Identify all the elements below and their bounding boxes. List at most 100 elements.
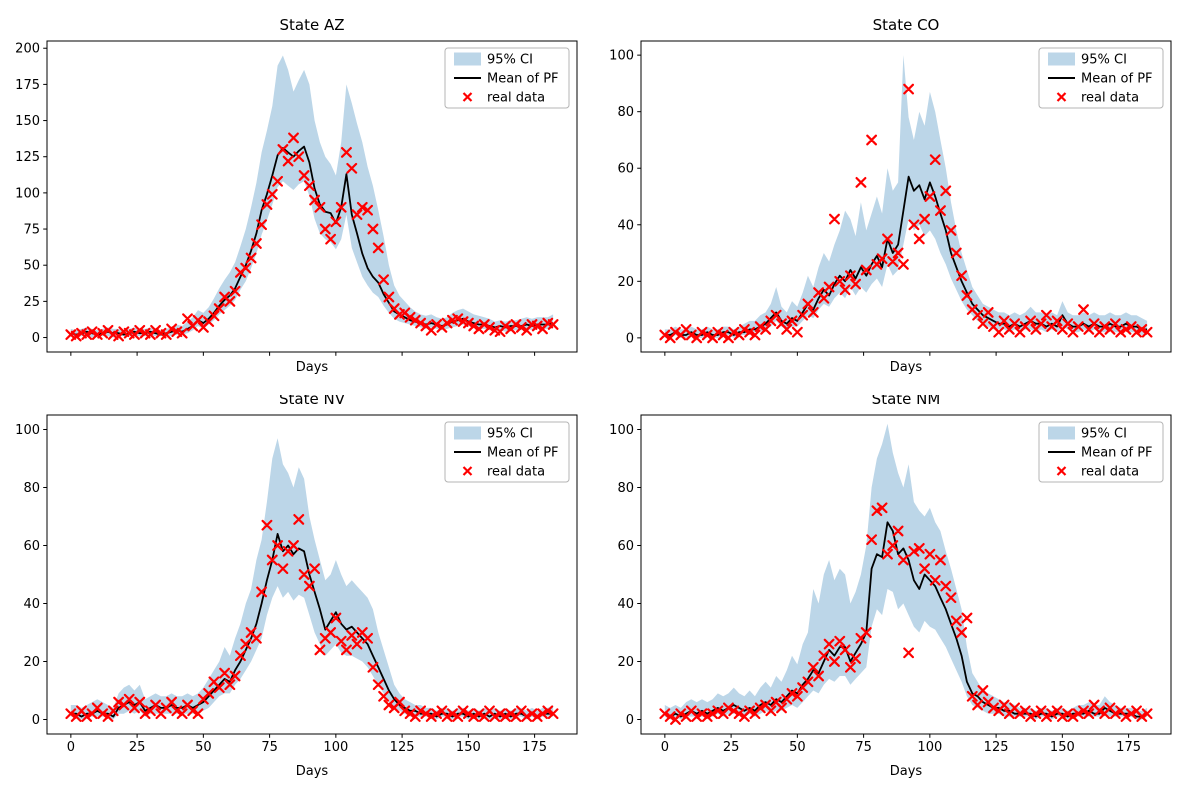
x-tick-label: 50 (195, 740, 212, 755)
y-tick-label: 125 (15, 150, 40, 165)
legend-ci-swatch (1048, 52, 1075, 66)
y-tick-label: 0 (32, 713, 40, 728)
x-tick-label: 150 (1050, 740, 1075, 755)
x-tick-label: 175 (522, 740, 547, 755)
legend-label: 95% CI (1081, 427, 1127, 442)
y-tick-label: 60 (617, 539, 634, 554)
y-tick-label: 50 (23, 259, 40, 274)
legend: 95% CI Mean of PF real data (1038, 47, 1164, 109)
y-tick-label: 100 (609, 423, 634, 438)
x-tick-label: 0 (67, 740, 75, 755)
axes-box (46, 414, 578, 735)
y-tick-label: 40 (617, 218, 634, 233)
legend-label: 95% CI (487, 427, 533, 442)
x-axis-label: Days (890, 764, 923, 779)
x-tick-label: 0 (661, 740, 669, 755)
legend-label: real data (487, 465, 545, 480)
plot-area (65, 438, 559, 722)
legend-label: real data (1081, 91, 1139, 106)
axes-box (640, 40, 1172, 353)
chart-title: State AZ (279, 16, 344, 34)
real-data-points (65, 132, 559, 342)
chart-title: State CO (873, 16, 940, 34)
legend-label: real data (1081, 465, 1139, 480)
y-tick-label: 75 (23, 223, 40, 238)
legend-x-marker (1056, 92, 1067, 102)
legend: 95% CI Mean of PF real data (444, 47, 570, 109)
x-tick-label: 50 (789, 740, 806, 755)
y-tick-label: 60 (617, 162, 634, 177)
axes-box (640, 414, 1172, 735)
legend-ci-swatch (454, 426, 481, 440)
y-tick-label: 25 (23, 295, 40, 310)
legend: 95% CI Mean of PF real data (444, 421, 570, 483)
mean-line (70, 145, 554, 336)
x-marker-set (659, 502, 1153, 725)
y-tick-label: 40 (23, 597, 40, 612)
legend: 95% CI Mean of PF real data (1038, 421, 1164, 483)
legend-label: Mean of PF (487, 446, 559, 461)
legend-label: 95% CI (1081, 53, 1127, 68)
y-tick-label: 0 (626, 713, 634, 728)
x-marker-set (65, 132, 559, 342)
y-tick-label: 80 (23, 481, 40, 496)
plot-area (65, 55, 559, 342)
legend-label: Mean of PF (487, 72, 559, 87)
y-tick-label: 80 (617, 105, 634, 120)
y-tick-label: 20 (617, 655, 634, 670)
legend-ci-swatch (1048, 426, 1075, 440)
chart-state-az: 0 25 50 75 100 125 150 175 200 State AZ Days 95% CI… (15, 16, 578, 375)
subplot-state-nm: 0 25 50 75 100 125 150 175 0 20 40 60 80 100 State NM D… (594, 395, 1189, 790)
y-tick-label: 20 (23, 655, 40, 670)
x-tick-label: 100 (323, 740, 348, 755)
y-tick-label: 0 (626, 331, 634, 346)
y-tick-label: 40 (617, 597, 634, 612)
legend-x-marker (462, 466, 473, 476)
x-tick-label: 25 (129, 740, 146, 755)
ci-band (664, 423, 1148, 720)
y-tick-label: 100 (15, 186, 40, 201)
axes-box (46, 40, 578, 353)
x-tick-label: 25 (723, 740, 740, 755)
y-tick-label: 175 (15, 78, 40, 93)
x-tick-label: 75 (261, 740, 278, 755)
y-tick-label: 80 (617, 481, 634, 496)
subplot-state-nv: 0 25 50 75 100 125 150 175 0 20 40 60 80 100 State NV D… (0, 395, 595, 790)
legend-ci-swatch (454, 52, 481, 66)
chart-title: State NV (279, 395, 346, 408)
y-tick-label: 20 (617, 275, 634, 290)
y-tick-label: 100 (609, 49, 634, 64)
x-tick-label: 125 (984, 740, 1009, 755)
subplot-state-co: 0 20 40 60 80 100 State CO Days 95% CI Mean of PF… (594, 0, 1189, 395)
x-marker-set (65, 514, 559, 722)
legend-x-marker (1056, 466, 1067, 476)
x-tick-label: 150 (456, 740, 481, 755)
plot-area (659, 423, 1153, 725)
x-tick-label: 100 (917, 740, 942, 755)
x-tick-label: 125 (390, 740, 415, 755)
y-tick-label: 150 (15, 114, 40, 129)
x-tick-label: 75 (855, 740, 872, 755)
real-data-points (65, 514, 559, 722)
legend-label: 95% CI (487, 53, 533, 68)
x-axis-label: Days (296, 764, 329, 779)
x-axis-label: Days (890, 360, 923, 375)
x-marker-set (659, 83, 1153, 344)
legend-x-marker (462, 92, 473, 102)
y-tick-label: 0 (32, 331, 40, 346)
subplot-state-az: 0 25 50 75 100 125 150 175 200 State AZ Days 95% CI… (0, 0, 595, 395)
chart-state-nm: 0 25 50 75 100 125 150 175 0 20 40 60 80 100 State NM D… (609, 395, 1172, 779)
ci-band (70, 438, 554, 720)
chart-state-co: 0 20 40 60 80 100 State CO Days 95% CI Mean of PF… (609, 16, 1172, 375)
legend-label: real data (487, 91, 545, 106)
legend-label: Mean of PF (1081, 446, 1153, 461)
x-axis-label: Days (296, 360, 329, 375)
chart-title: State NM (872, 395, 941, 408)
y-tick-label: 60 (23, 539, 40, 554)
real-data-points (659, 83, 1153, 344)
x-tick-label: 175 (1116, 740, 1141, 755)
chart-state-nv: 0 25 50 75 100 125 150 175 0 20 40 60 80 100 State NV D… (15, 395, 578, 779)
y-tick-label: 100 (15, 423, 40, 438)
real-data-points (659, 502, 1153, 725)
